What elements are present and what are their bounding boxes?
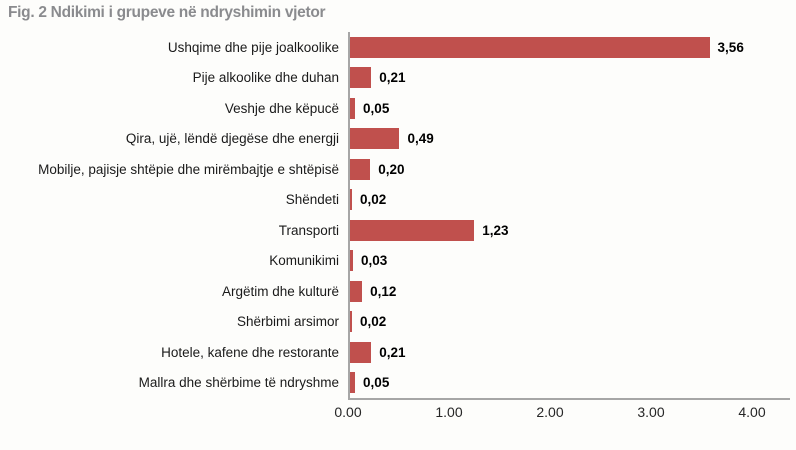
value-label: 0,21 xyxy=(379,70,406,86)
bar-row: Qira, ujë, lëndë djegëse dhe energji 0,49 xyxy=(0,123,796,154)
category-label: Transporti xyxy=(278,222,339,238)
bar xyxy=(350,97,356,119)
value-label: 0,21 xyxy=(379,344,406,360)
bar xyxy=(350,280,363,302)
bar-track: 0,02 xyxy=(348,184,796,215)
value-label: 0,02 xyxy=(360,192,387,208)
bar-row: Veshje dhe këpucë 0,05 xyxy=(0,93,796,124)
bar-row: Transporti 1,23 xyxy=(0,215,796,246)
bar-track: 0,05 xyxy=(348,367,796,398)
bar xyxy=(350,219,475,241)
bar-chart: Ushqime dhe pije joalkoolike 3,56 Pije alk… xyxy=(0,32,796,424)
x-axis-line xyxy=(348,398,790,400)
x-tick-label: 4.00 xyxy=(738,404,766,420)
bar-row: Ushqime dhe pije joalkoolike 3,56 xyxy=(0,32,796,63)
category-label: Pije alkoolike dhe duhan xyxy=(192,70,339,86)
bar xyxy=(350,372,356,394)
bar-track: 0,21 xyxy=(348,62,796,93)
x-tick-label: 0.00 xyxy=(334,404,362,420)
value-label: 0,20 xyxy=(378,161,405,177)
bar xyxy=(350,36,710,58)
value-label: 0,12 xyxy=(370,283,397,299)
value-label: 0,05 xyxy=(363,375,390,391)
category-label: Qira, ujë, lëndë djegëse dhe energji xyxy=(125,131,339,147)
bar-track: 0,05 xyxy=(348,93,796,124)
bar-row: Shëndeti 0,02 xyxy=(0,184,796,215)
bar xyxy=(350,189,353,211)
category-label: Mobilje, pajisje shtëpie dhe mirëmbajtje… xyxy=(38,161,339,177)
bar-track: 0,49 xyxy=(348,123,796,154)
chart-title: Fig. 2 Ndikimi i grupeve në ndryshimin v… xyxy=(8,4,326,21)
value-label: 3,56 xyxy=(717,39,744,55)
category-label: Shërbimi arsimor xyxy=(236,314,339,330)
value-label: 0,49 xyxy=(407,131,434,147)
bar-rows: Ushqime dhe pije joalkoolike 3,56 Pije alk… xyxy=(0,32,796,398)
bar-track: 0,02 xyxy=(348,306,796,337)
bar xyxy=(350,67,372,89)
category-label: Hotele, kafene dhe restorante xyxy=(161,344,339,360)
category-label: Komunikimi xyxy=(269,253,339,269)
bar-track: 0,03 xyxy=(348,245,796,276)
x-tick-label: 1.00 xyxy=(435,404,463,420)
bar-track: 0,21 xyxy=(348,337,796,368)
bar xyxy=(350,128,400,150)
bar xyxy=(350,250,354,272)
bar xyxy=(350,158,371,180)
bar-track: 1,23 xyxy=(348,215,796,246)
bar xyxy=(350,341,372,363)
bar-track: 0,12 xyxy=(348,276,796,307)
bar-row: Mallra dhe shërbime të ndryshme 0,05 xyxy=(0,367,796,398)
value-label: 0,02 xyxy=(360,314,387,330)
value-label: 0,05 xyxy=(363,100,390,116)
category-label: Veshje dhe këpucë xyxy=(224,100,339,116)
x-tick-label: 2.00 xyxy=(536,404,564,420)
bar-row: Shërbimi arsimor 0,02 xyxy=(0,306,796,337)
bar-row: Hotele, kafene dhe restorante 0,21 xyxy=(0,337,796,368)
bar-track: 3,56 xyxy=(348,32,796,63)
value-label: 1,23 xyxy=(482,222,509,238)
value-label: 0,03 xyxy=(361,253,388,269)
bar-row: Komunikimi 0,03 xyxy=(0,245,796,276)
x-tick-label: 3.00 xyxy=(637,404,665,420)
bar-row: Pije alkoolike dhe duhan 0,21 xyxy=(0,62,796,93)
bar-row: Mobilje, pajisje shtëpie dhe mirëmbajtje… xyxy=(0,154,796,185)
category-label: Shëndeti xyxy=(285,192,339,208)
bar-track: 0,20 xyxy=(348,154,796,185)
bar-row: Argëtim dhe kulturë 0,12 xyxy=(0,276,796,307)
category-label: Ushqime dhe pije joalkoolike xyxy=(167,39,339,55)
category-label: Mallra dhe shërbime të ndryshme xyxy=(138,375,339,391)
category-label: Argëtim dhe kulturë xyxy=(221,283,339,299)
bar xyxy=(350,311,353,333)
x-axis: 0.00 1.00 2.00 3.00 4.00 xyxy=(334,400,796,424)
